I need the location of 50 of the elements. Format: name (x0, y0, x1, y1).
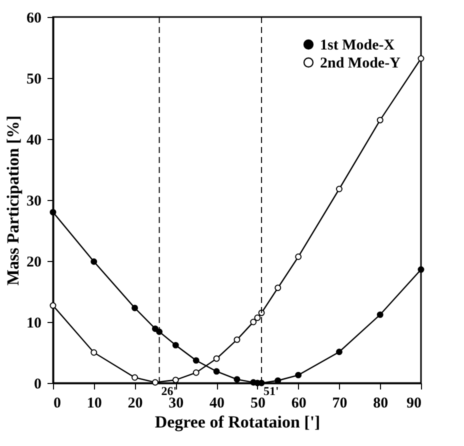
point (192, 369, 200, 376)
point (172, 342, 179, 348)
point (418, 55, 424, 62)
y-tick-label: 10 (26, 316, 42, 332)
x-axis-title: Degree of Rotataion ['] (154, 412, 320, 432)
point (376, 116, 384, 124)
point (336, 186, 342, 192)
point (254, 314, 261, 321)
point (295, 372, 302, 378)
point (376, 311, 384, 318)
x-tick-label: 20 (128, 396, 143, 412)
ref-line-label: 26' (161, 384, 177, 398)
y-tick-label: 20 (26, 254, 42, 270)
point (234, 336, 240, 343)
point (132, 304, 138, 312)
y-axis-title: Mass Participation [%] (4, 116, 22, 286)
point (172, 376, 179, 384)
y-tick-label: 60 (26, 10, 42, 26)
point (250, 318, 257, 326)
point (213, 355, 220, 362)
point (418, 266, 424, 273)
x-tick-label: 30 (168, 396, 184, 412)
point (152, 379, 158, 386)
point (132, 374, 138, 381)
legend-label: 1st Mode-X (320, 38, 395, 54)
y-tick-label: 40 (26, 132, 42, 148)
point (213, 368, 220, 375)
point (90, 349, 98, 356)
x-tick-label: 50 (250, 396, 266, 412)
x-tick-label: 40 (210, 396, 225, 412)
point (152, 325, 158, 332)
ref-line-label: 51' (264, 384, 279, 398)
point (50, 302, 56, 309)
y-tick-label: 30 (26, 194, 42, 210)
x-tick-label: 10 (86, 396, 102, 412)
x-tick-label: 0 (54, 396, 61, 412)
x-tick-label: 70 (332, 396, 348, 412)
y-tick-label: 0 (34, 376, 42, 392)
x-tick-label: 80 (373, 396, 388, 412)
point (50, 208, 56, 216)
point (274, 284, 282, 292)
point (234, 376, 240, 383)
x-tick-label: 90 (406, 396, 422, 412)
legend-label: 2nd Mode-Y (320, 56, 401, 72)
point (90, 258, 98, 265)
y-tick-label: 50 (26, 72, 42, 88)
point (192, 357, 200, 364)
point (336, 348, 342, 356)
x-tick-label: 60 (291, 396, 306, 412)
point (295, 253, 302, 260)
